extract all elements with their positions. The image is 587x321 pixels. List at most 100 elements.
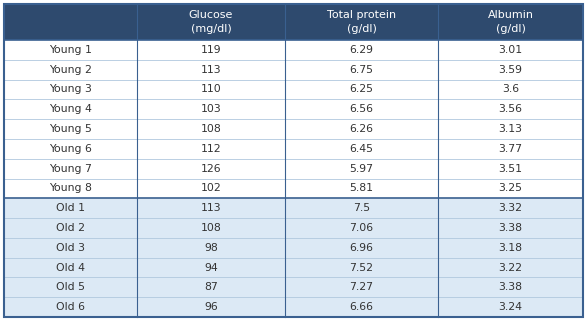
Text: Young 1: Young 1 xyxy=(49,45,92,55)
Bar xyxy=(137,4,285,40)
Bar xyxy=(438,60,583,80)
Bar xyxy=(4,139,137,159)
Bar xyxy=(137,80,285,100)
Text: 7.5: 7.5 xyxy=(353,203,370,213)
Bar xyxy=(438,238,583,258)
Bar xyxy=(137,159,285,178)
Bar xyxy=(137,258,285,277)
Bar xyxy=(438,218,583,238)
Text: 3.25: 3.25 xyxy=(498,183,522,193)
Bar xyxy=(285,218,438,238)
Text: 3.77: 3.77 xyxy=(498,144,522,154)
Text: Young 3: Young 3 xyxy=(49,84,92,94)
Text: 103: 103 xyxy=(201,104,221,114)
Text: 102: 102 xyxy=(201,183,221,193)
Text: Young 7: Young 7 xyxy=(49,164,92,174)
Bar xyxy=(285,258,438,277)
Bar xyxy=(285,297,438,317)
Bar xyxy=(4,277,137,297)
Bar xyxy=(137,60,285,80)
Text: 3.38: 3.38 xyxy=(498,223,522,233)
Text: Young 4: Young 4 xyxy=(49,104,92,114)
Bar xyxy=(438,178,583,198)
Text: 3.32: 3.32 xyxy=(498,203,522,213)
Text: 3.22: 3.22 xyxy=(498,263,522,273)
Bar xyxy=(137,40,285,60)
Bar xyxy=(285,159,438,178)
Bar xyxy=(438,4,583,40)
Bar xyxy=(4,198,137,218)
Bar xyxy=(438,159,583,178)
Text: Old 2: Old 2 xyxy=(56,223,85,233)
Bar xyxy=(438,198,583,218)
Text: 119: 119 xyxy=(201,45,221,55)
Text: Young 8: Young 8 xyxy=(49,183,92,193)
Text: 3.24: 3.24 xyxy=(498,302,522,312)
Text: 94: 94 xyxy=(204,263,218,273)
Text: Old 1: Old 1 xyxy=(56,203,85,213)
Text: Old 6: Old 6 xyxy=(56,302,85,312)
Text: 6.75: 6.75 xyxy=(349,65,373,75)
Text: 87: 87 xyxy=(204,282,218,292)
Text: 7.06: 7.06 xyxy=(349,223,373,233)
Text: 3.01: 3.01 xyxy=(498,45,522,55)
Bar xyxy=(285,119,438,139)
Text: 113: 113 xyxy=(201,203,221,213)
Bar xyxy=(438,40,583,60)
Text: 96: 96 xyxy=(204,302,218,312)
Bar xyxy=(285,80,438,100)
Bar xyxy=(4,100,137,119)
Bar xyxy=(137,297,285,317)
Text: 6.96: 6.96 xyxy=(349,243,373,253)
Bar xyxy=(438,119,583,139)
Text: 112: 112 xyxy=(201,144,221,154)
Bar xyxy=(137,277,285,297)
Bar xyxy=(137,198,285,218)
Bar xyxy=(4,4,137,40)
Bar xyxy=(137,139,285,159)
Text: Old 4: Old 4 xyxy=(56,263,85,273)
Text: Albumin
(g/dl): Albumin (g/dl) xyxy=(488,10,534,34)
Bar xyxy=(4,119,137,139)
Text: 3.38: 3.38 xyxy=(498,282,522,292)
Text: 108: 108 xyxy=(201,124,221,134)
Bar xyxy=(285,178,438,198)
Text: 6.66: 6.66 xyxy=(349,302,373,312)
Bar xyxy=(4,159,137,178)
Text: Young 5: Young 5 xyxy=(49,124,92,134)
Bar xyxy=(285,238,438,258)
Text: 113: 113 xyxy=(201,65,221,75)
Bar xyxy=(285,40,438,60)
Bar xyxy=(438,297,583,317)
Bar xyxy=(438,258,583,277)
Text: 110: 110 xyxy=(201,84,221,94)
Bar xyxy=(285,4,438,40)
Bar xyxy=(4,80,137,100)
Bar xyxy=(4,297,137,317)
Bar xyxy=(285,60,438,80)
Bar xyxy=(4,60,137,80)
Text: 6.56: 6.56 xyxy=(349,104,373,114)
Text: Glucose
(mg/dl): Glucose (mg/dl) xyxy=(189,10,233,34)
Text: 98: 98 xyxy=(204,243,218,253)
Bar xyxy=(4,218,137,238)
Bar xyxy=(137,238,285,258)
Text: 5.97: 5.97 xyxy=(349,164,373,174)
Bar xyxy=(4,40,137,60)
Text: 3.18: 3.18 xyxy=(498,243,522,253)
Bar xyxy=(438,277,583,297)
Bar xyxy=(4,258,137,277)
Bar xyxy=(137,119,285,139)
Bar xyxy=(438,139,583,159)
Text: 3.56: 3.56 xyxy=(498,104,522,114)
Text: 6.45: 6.45 xyxy=(349,144,373,154)
Text: Total protein
(g/dl): Total protein (g/dl) xyxy=(327,10,396,34)
Bar xyxy=(4,178,137,198)
Text: 108: 108 xyxy=(201,223,221,233)
Bar xyxy=(4,238,137,258)
Text: 7.27: 7.27 xyxy=(349,282,373,292)
Bar xyxy=(285,198,438,218)
Bar xyxy=(137,218,285,238)
Bar xyxy=(438,80,583,100)
Bar xyxy=(285,100,438,119)
